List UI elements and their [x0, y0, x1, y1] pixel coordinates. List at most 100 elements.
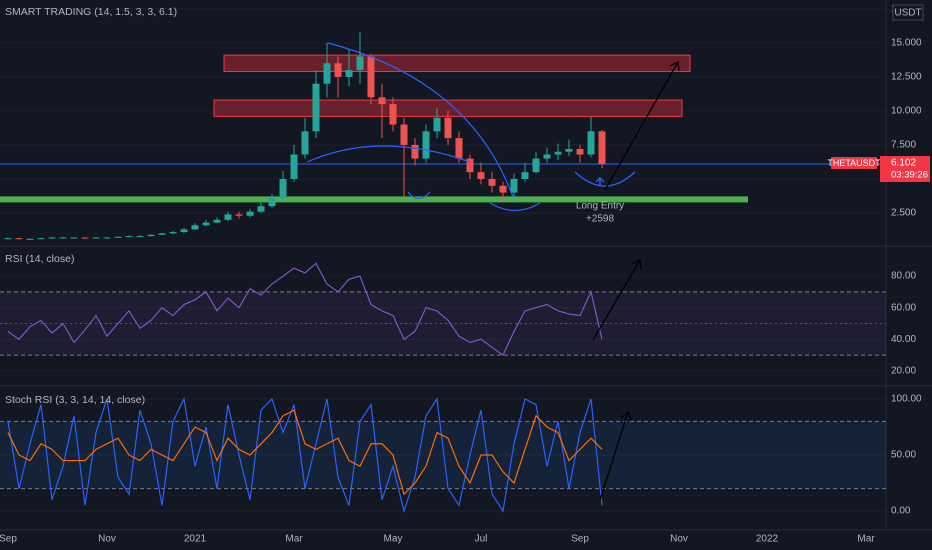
candle-body — [565, 149, 573, 152]
last-price: 6.102 — [891, 158, 916, 169]
candle-body — [114, 236, 122, 238]
candle-body — [334, 63, 342, 77]
y-tick-label: 12.500 — [891, 72, 922, 83]
candle-body — [169, 232, 177, 234]
indicator-title: SMART TRADING (14, 1.5, 3, 3, 6.1) — [5, 6, 177, 18]
candle-body — [422, 131, 430, 159]
candle-body — [70, 237, 78, 239]
band — [0, 291, 886, 356]
y-tick-label: 7.500 — [891, 140, 916, 151]
candle-body — [59, 237, 67, 239]
y-tick-label: 60.00 — [891, 302, 916, 313]
arrow — [604, 61, 680, 191]
symbol-box — [831, 157, 877, 169]
x-tick-label: Mar — [857, 534, 875, 545]
marks: SepNov2021MarMayJulSepNov2022Mar2.5005.0… — [0, 3, 922, 545]
candle-body — [147, 234, 155, 237]
currency: USDT — [894, 8, 921, 19]
y-tick-label: 100.00 — [891, 394, 922, 405]
candle-body — [356, 56, 364, 71]
symbol: THETAUSDT — [827, 158, 881, 168]
candle-body — [235, 214, 243, 216]
x-tick-label: 2022 — [756, 534, 779, 545]
arc — [407, 191, 431, 200]
candle-body — [213, 219, 221, 223]
price-box — [880, 156, 930, 182]
x-tick-label: Mar — [285, 534, 303, 545]
candle-body — [26, 238, 34, 240]
resistance-zone — [223, 54, 691, 72]
candle-body — [499, 185, 507, 193]
candle-body — [323, 63, 331, 84]
candle-body — [37, 238, 45, 240]
x-tick-label: Sep — [571, 534, 589, 545]
band — [0, 421, 886, 489]
candle-body — [191, 225, 199, 230]
x-tick-label: Nov — [98, 534, 116, 545]
annotation-value: +2598 — [586, 214, 615, 225]
candle-body — [576, 149, 584, 155]
candle-body — [279, 178, 287, 199]
candle-body — [15, 238, 23, 240]
x-tick-label: Jul — [475, 534, 488, 545]
candle-body — [312, 83, 320, 132]
drawings — [306, 42, 680, 501]
arc — [327, 42, 514, 198]
candle-body — [4, 238, 12, 240]
candle-body — [202, 222, 210, 226]
currency-box — [892, 4, 924, 21]
candle-body — [92, 237, 100, 239]
candle-body — [136, 236, 144, 238]
y-tick-label: 40.00 — [891, 334, 916, 345]
y-tick-label: 10.000 — [891, 106, 922, 117]
candle-body — [488, 178, 496, 186]
series-line — [7, 397, 603, 514]
candle-body — [587, 131, 595, 155]
arrow — [592, 259, 642, 341]
x-tick-label: Sep — [0, 534, 17, 545]
candle-body — [290, 154, 298, 179]
indicator-title: Stoch RSI (3, 3, 14, 14, close) — [5, 394, 145, 406]
x-tick-label: Nov — [670, 534, 688, 545]
arrow — [599, 410, 632, 501]
candle-body — [455, 138, 463, 159]
candle-body — [400, 124, 408, 145]
candle-body — [477, 172, 485, 179]
candle-body — [466, 158, 474, 173]
candle-body — [598, 131, 606, 165]
candle-body — [543, 154, 551, 159]
x-tick-label: May — [384, 534, 403, 545]
candle-body — [345, 70, 353, 77]
support-line — [0, 196, 748, 203]
candle-body — [411, 144, 419, 159]
candle-body — [554, 151, 562, 155]
candle-body — [433, 117, 441, 132]
candle-body — [158, 233, 166, 235]
candle-body — [510, 178, 518, 193]
candle-body — [246, 211, 254, 216]
x-tick-label: 2021 — [184, 534, 207, 545]
y-tick-label: 20.00 — [891, 366, 916, 377]
candle-body — [367, 56, 375, 98]
candle-body — [103, 237, 111, 239]
indicator-title: RSI (14, close) — [5, 253, 74, 265]
series-line — [7, 262, 603, 357]
y-tick-label: 80.00 — [891, 271, 916, 282]
candle-body — [301, 131, 309, 155]
arc — [489, 202, 541, 212]
y-tick-label: 50.00 — [891, 450, 916, 461]
candle-body — [224, 214, 232, 220]
annotation-label: Long Entry — [576, 201, 624, 212]
candle-body — [521, 172, 529, 179]
layout — [0, 0, 932, 531]
candle-body — [389, 104, 397, 125]
candle-body — [81, 237, 89, 239]
y-tick-label: 0.00 — [891, 506, 911, 517]
series-line — [7, 409, 603, 496]
y-tick-label: 15.000 — [891, 38, 922, 49]
candle-body — [268, 198, 276, 207]
candle-body — [48, 237, 56, 239]
arc — [306, 145, 471, 163]
candle-body — [180, 229, 188, 233]
